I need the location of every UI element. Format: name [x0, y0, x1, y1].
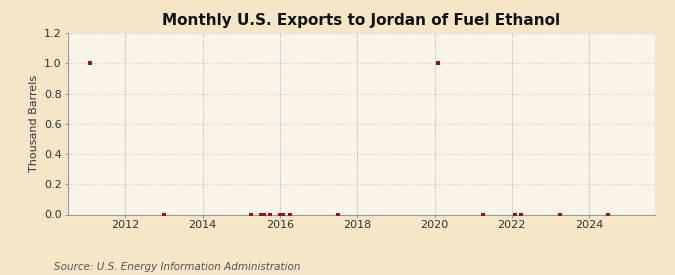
Point — [265, 212, 275, 217]
Point — [477, 212, 488, 217]
Point — [516, 212, 527, 217]
Point — [603, 212, 614, 217]
Point — [333, 212, 344, 217]
Title: Monthly U.S. Exports to Jordan of Fuel Ethanol: Monthly U.S. Exports to Jordan of Fuel E… — [162, 13, 560, 28]
Point — [284, 212, 295, 217]
Point — [275, 212, 286, 217]
Point — [246, 212, 256, 217]
Point — [278, 212, 289, 217]
Text: Source: U.S. Energy Information Administration: Source: U.S. Energy Information Administ… — [54, 262, 300, 272]
Y-axis label: Thousand Barrels: Thousand Barrels — [28, 75, 38, 172]
Point — [555, 212, 566, 217]
Point — [510, 212, 520, 217]
Point — [255, 212, 266, 217]
Point — [159, 212, 169, 217]
Point — [84, 61, 95, 65]
Point — [259, 212, 269, 217]
Point — [433, 61, 443, 65]
